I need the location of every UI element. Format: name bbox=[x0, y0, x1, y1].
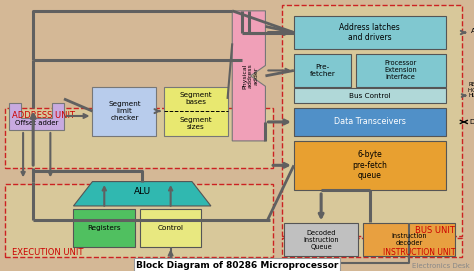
Text: INSTRUCTION UNIT: INSTRUCTION UNIT bbox=[383, 248, 455, 257]
Polygon shape bbox=[232, 11, 265, 141]
Text: ALU: ALU bbox=[134, 186, 151, 196]
Polygon shape bbox=[73, 182, 211, 206]
Text: ADDRESS UNIT: ADDRESS UNIT bbox=[12, 111, 75, 120]
Text: Processor
Extension
interface: Processor Extension interface bbox=[384, 60, 417, 80]
Text: Segment
limit
checker: Segment limit checker bbox=[108, 101, 141, 121]
Text: Segment
bases: Segment bases bbox=[179, 92, 212, 105]
FancyBboxPatch shape bbox=[140, 209, 201, 247]
FancyBboxPatch shape bbox=[363, 223, 455, 256]
Text: Electronics Desk: Electronics Desk bbox=[411, 263, 469, 269]
FancyBboxPatch shape bbox=[282, 5, 462, 236]
Text: Offset adder: Offset adder bbox=[15, 120, 58, 126]
Text: Data Transceivers: Data Transceivers bbox=[334, 117, 406, 127]
Text: Physical
address
adder: Physical address adder bbox=[242, 63, 259, 89]
FancyBboxPatch shape bbox=[282, 238, 462, 257]
Text: Block Diagram of 80286 Microprocessor: Block Diagram of 80286 Microprocessor bbox=[136, 261, 338, 270]
FancyBboxPatch shape bbox=[73, 209, 135, 247]
Text: READY,
HOLD, LOCK,
HLDA: READY, HOLD, LOCK, HLDA bbox=[468, 82, 474, 98]
Text: Control: Control bbox=[158, 225, 183, 231]
FancyBboxPatch shape bbox=[5, 184, 273, 257]
FancyBboxPatch shape bbox=[294, 54, 351, 87]
Text: Address latches
and drivers: Address latches and drivers bbox=[339, 23, 400, 42]
Text: Decoded
Instruction
Queue: Decoded Instruction Queue bbox=[303, 230, 339, 250]
FancyBboxPatch shape bbox=[294, 141, 446, 190]
Text: D₀ to D₁₅: D₀ to D₁₅ bbox=[470, 119, 474, 125]
FancyBboxPatch shape bbox=[284, 223, 358, 256]
Text: Pre-
fetcher: Pre- fetcher bbox=[310, 64, 335, 77]
Text: Registers: Registers bbox=[88, 225, 121, 231]
Text: Segment
sizes: Segment sizes bbox=[179, 117, 212, 130]
FancyBboxPatch shape bbox=[164, 87, 228, 136]
FancyBboxPatch shape bbox=[294, 108, 446, 136]
Text: A₀ to A₂₃: A₀ to A₂₃ bbox=[471, 28, 474, 34]
FancyBboxPatch shape bbox=[356, 54, 446, 87]
FancyBboxPatch shape bbox=[92, 87, 156, 136]
FancyBboxPatch shape bbox=[5, 108, 273, 168]
Text: 6-byte
pre-fetch
queue: 6-byte pre-fetch queue bbox=[352, 150, 387, 180]
Text: BUS UNIT: BUS UNIT bbox=[415, 226, 455, 235]
Text: Instruction
decoder: Instruction decoder bbox=[391, 233, 427, 246]
FancyBboxPatch shape bbox=[294, 88, 446, 103]
Text: Bus Control: Bus Control bbox=[349, 92, 391, 99]
FancyBboxPatch shape bbox=[294, 16, 446, 49]
Text: EXECUTION UNIT: EXECUTION UNIT bbox=[12, 248, 83, 257]
Polygon shape bbox=[9, 103, 64, 130]
